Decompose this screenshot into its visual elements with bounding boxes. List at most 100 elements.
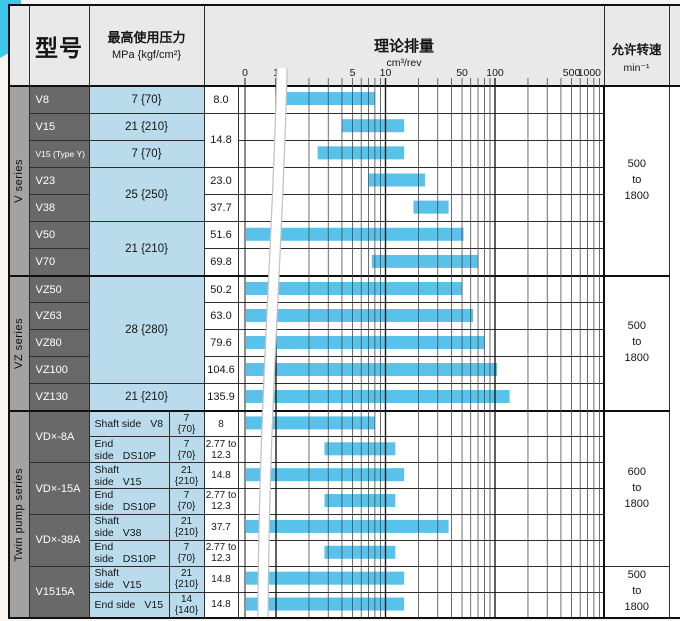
table-row: V70 69.8 [9,248,680,277]
model-cell: VZ63 [28,302,90,331]
cell-line: 37.7 [211,521,231,533]
displacement-value-cell: 51.6 [203,221,239,250]
pump-side-cell: End side V15 [88,591,170,619]
series-column-header [8,4,30,87]
cell-line: 12.3 [211,501,231,513]
displacement-value-cell: 2.77 to 12.3 [203,539,239,567]
displacement-header-title: 理论排量 [374,38,435,56]
model-cell: V8 [28,85,90,114]
displacement-column-header: 理论排量 cm³/rev [203,4,605,87]
cell-line: 500 [627,158,646,171]
clipped-column-cell [668,85,680,619]
displacement-value-cell: 14.8 [203,591,239,619]
displacement-value-cell: 79.6 [203,329,239,358]
cell-line: {70} [177,449,196,461]
cell-line: 500 [627,320,646,333]
chart-row-cell [237,488,606,515]
cell-line: 600 [627,465,646,478]
pressure-header-unit: MPa {kgf/cm²} [111,48,182,61]
cell-line: to [632,584,642,597]
chart-row-cell [237,248,606,277]
pressure-cell: 21 {210} [168,565,205,593]
chart-row-cell [237,166,606,196]
model-group-cell: V1515A [28,565,90,619]
table-row: V1515A Shaft side V15 21 {210} 14.8 500 to 1800 [9,565,680,619]
table-row: End side DS10P 7 {70} 2.77 to 12.3 [9,539,680,567]
model-cell: VZ50 [28,274,90,304]
side-model: V15 [122,475,142,488]
chart-row-cell [237,462,606,489]
chart-row-cell [237,409,606,438]
side-model: V15 [122,579,142,592]
pressure-cell: 21 {210} [168,462,205,489]
displacement-value-cell: 37.7 [203,193,239,223]
cell-line: {210} [174,527,199,539]
series-label-cell: Twin pump series [8,409,30,619]
cell-line: 14.8 [211,470,231,482]
cell-line: 21 [180,568,193,580]
chart-row-cell [237,436,606,464]
model-cell: VZ130 [28,383,90,412]
displacement-value-cell: 14.8 [203,462,239,489]
displacement-value-cell: 2.77 to 12.3 [203,488,239,515]
cell-line: 12.3 [211,553,231,565]
displacement-value-cell: 14.8 [203,565,239,593]
table-row: V15 21 {210} 14.8 [9,112,680,168]
series-label-cell: VZ series [8,274,30,412]
cell-line: 1800 [624,600,650,613]
pressure-cell: 7 {70} [168,539,205,567]
cell-line: 1800 [624,189,650,202]
pressure-cell: 14 {140} [168,591,205,619]
table-row: End side DS10P 7 {70} 2.77 to 12.3 [9,488,680,515]
side-label: End side [94,541,114,566]
displacement-value-cell: 37.7 [203,513,239,541]
model-cell: V50 [28,221,90,250]
speed-range-cell: 500 to 1800 [603,565,670,619]
model-group-cell: VD×-38A [28,513,90,567]
series-label: Twin pump series [13,467,26,562]
side-label: Shaft side [94,567,120,592]
cell-line: {210} [174,475,199,487]
pump-side-cell: Shaft side V15 [88,565,170,593]
chart-row-cell [237,539,606,567]
chart-row-cell [237,565,606,593]
displacement-value-cell: 50.2 [203,274,239,304]
displacement-value-cell: 104.6 [203,356,239,385]
cell-line: 500 [627,568,646,581]
side-model: V38 [122,527,142,540]
pressure-cell: 21 {210} [88,383,205,412]
side-label: End side [94,598,136,611]
side-model: DS10P [122,449,157,462]
chart-row-cell [237,139,606,168]
chart-row-cell [237,85,606,114]
series-label: VZ series [13,317,26,369]
cell-line: {210} [174,579,199,591]
table-row: VZ63 63.0 [9,302,680,331]
chart-row-cell [237,356,606,385]
pressure-cell: 7 {70} [88,139,205,168]
table-row: VD×-38A Shaft side V38 21 {210} 37.7 [9,513,680,567]
displacement-value-cell: 14.8 [203,112,239,168]
table-header-row: 型号 最高使用压力 MPa {kgf/cm²} 理论排量 cm³/rev 允许转… [8,4,680,87]
pressure-header-title: 最高使用压力 [107,30,186,46]
speed-column-header: 允许转速 min⁻¹ [603,4,670,87]
displacement-value-cell: 69.8 [203,248,239,277]
table-row: Twin pump series VD×-8A Shaft side V8 7 {70} 8… [8,409,680,619]
table-row: V50 21 {210} 51.6 [9,221,680,277]
table-row: V15 (Type Y) 7 {70} [9,139,680,168]
pump-side-cell: Shaft side V15 [88,462,170,489]
cell-line: 8 [218,418,224,430]
pressure-cell: 21 {210} [168,513,205,541]
model-cell: V23 [28,166,90,196]
table-row: V series V8 7 {70} 8.0 500 to 1800 [8,85,680,619]
displacement-value-cell: 63.0 [203,302,239,331]
chart-row-cell [237,221,606,250]
cell-line: 12.3 [211,449,231,461]
displacement-value-cell: 8 [203,409,239,438]
cell-line: to [632,481,642,494]
chart-row-cell [237,591,606,619]
cell-line: to [632,173,642,186]
side-label: End side [94,489,114,514]
model-column-header: 型号 [28,4,90,87]
speed-header-unit: min⁻¹ [623,61,650,74]
